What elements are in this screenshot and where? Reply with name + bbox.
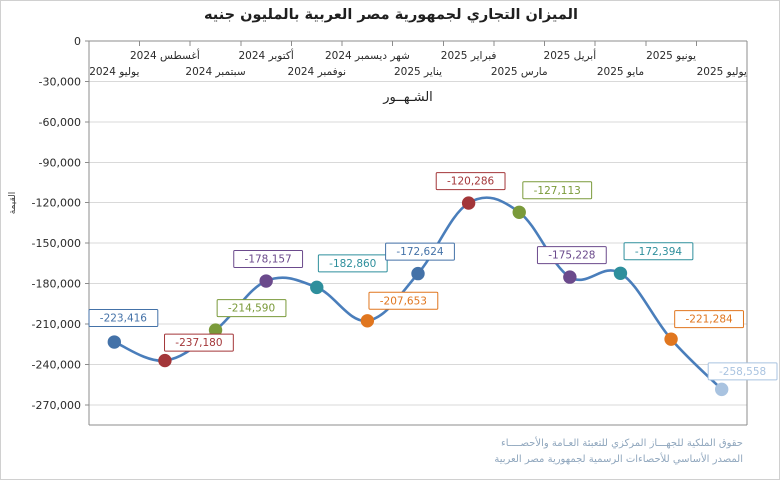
data-label-value: -178,157: [245, 254, 292, 266]
data-label: -127,113: [522, 181, 593, 200]
chart-title: الميزان التجاري لجمهورية مصر العربية بال…: [204, 7, 578, 23]
data-label-box: [368, 291, 439, 310]
data-label-value: -258,558: [719, 366, 766, 378]
y-axis-tick-label: -180,000: [32, 278, 81, 291]
data-label-value: -127,113: [534, 185, 581, 197]
data-label: -175,228: [536, 246, 607, 265]
data-label-value: -175,228: [548, 250, 595, 262]
data-point-marker[interactable]: [259, 274, 273, 288]
data-label-box: [674, 310, 744, 329]
data-point-marker[interactable]: [158, 353, 172, 368]
data-label-value: -172,624: [396, 246, 444, 258]
data-label: -120,286: [435, 172, 506, 191]
x-axis-tick-label: يوليو 2025: [697, 66, 747, 78]
data-point-marker[interactable]: [411, 266, 425, 281]
y-axis-tick-label: 0: [74, 35, 81, 48]
data-label-box: [385, 242, 455, 261]
y-axis-tick-label: -210,000: [32, 318, 81, 331]
data-label-value: -182,860: [329, 258, 376, 270]
y-axis-tick-label: -150,000: [32, 237, 81, 250]
data-point-marker[interactable]: [512, 205, 526, 219]
data-point-marker[interactable]: [714, 382, 729, 397]
footer-source-line: المصدر الأساسي للأحصاءات الرسمية لجمهوري…: [494, 453, 743, 465]
data-point-marker[interactable]: [360, 314, 375, 328]
data-label: -178,157: [233, 250, 304, 269]
data-point-marker[interactable]: [107, 335, 122, 349]
data-label-box: [707, 362, 778, 381]
data-point-marker[interactable]: [613, 266, 628, 280]
data-label: -221,284: [674, 310, 744, 329]
data-label-box: [164, 333, 234, 352]
data-label-box: [623, 242, 694, 261]
data-label-value: -120,286: [447, 176, 495, 188]
y-axis-tick-label: -30,000: [39, 75, 81, 88]
data-label: -258,558: [707, 362, 778, 381]
data-label-box: [435, 172, 506, 191]
footer-copyright-line: حقوق الملكية للجهـــاز المركزي للتعبئة ا…: [501, 438, 743, 449]
x-axis-tick-label: يونيو 2025: [646, 50, 696, 62]
x-axis-tick-label: فبراير 2025: [441, 50, 497, 62]
data-label-box: [88, 309, 159, 328]
data-point-marker[interactable]: [310, 280, 324, 295]
data-label-box: [233, 250, 304, 269]
x-axis-tick-label: أبريل 2025: [544, 48, 597, 62]
data-label-box: [536, 246, 607, 265]
y-axis-tick-label: -90,000: [39, 156, 81, 169]
data-label-value: -172,394: [635, 246, 683, 258]
y-axis-tick-label: -240,000: [32, 358, 81, 371]
x-axis-tick-label: أكتوبر 2024: [239, 48, 294, 62]
x-axis-tick-label: نوفمبر 2024: [288, 66, 346, 78]
y-axis-tick-label: -60,000: [39, 116, 81, 129]
data-label: -214,590: [216, 299, 287, 318]
data-label-box: [522, 181, 593, 200]
data-label: -207,653: [368, 291, 439, 310]
data-label-box: [216, 299, 287, 318]
data-label: -172,624: [385, 242, 455, 261]
x-axis-tick-label: يناير 2025: [394, 66, 442, 78]
data-label: -172,394: [623, 242, 694, 261]
x-axis-tick-label: سبتمبر 2024: [185, 66, 245, 78]
data-label: -223,416: [88, 309, 159, 328]
x-axis-tick-label: مايو 2025: [597, 66, 644, 78]
y-axis-title: القيمة: [8, 192, 18, 215]
x-axis-tick-label: مارس 2025: [491, 66, 548, 78]
data-label-box: [317, 254, 388, 273]
data-label: -182,860: [317, 254, 388, 273]
data-point-marker[interactable]: [563, 270, 577, 284]
y-axis-tick-label: -120,000: [32, 197, 81, 210]
x-axis-tick-label: أغسطس 2024: [130, 48, 200, 62]
data-label-value: -221,284: [685, 314, 733, 326]
data-label-value: -237,180: [175, 337, 222, 349]
x-axis-tick-label: يوليو 2024: [89, 66, 139, 78]
data-label-value: -214,590: [228, 303, 275, 315]
data-label-value: -207,653: [380, 295, 427, 307]
data-label-value: -223,416: [100, 313, 148, 325]
x-axis-title: الشـهــور: [382, 90, 433, 105]
chart-footer: حقوق الملكية للجهـــاز المركزي للتعبئة ا…: [494, 436, 743, 467]
data-point-marker[interactable]: [664, 332, 678, 346]
x-axis-tick-label: شهر ديسمبر 2024: [325, 50, 410, 62]
data-label: -237,180: [164, 333, 234, 352]
y-axis-tick-label: -270,000: [32, 399, 81, 412]
data-point-marker[interactable]: [461, 196, 476, 210]
